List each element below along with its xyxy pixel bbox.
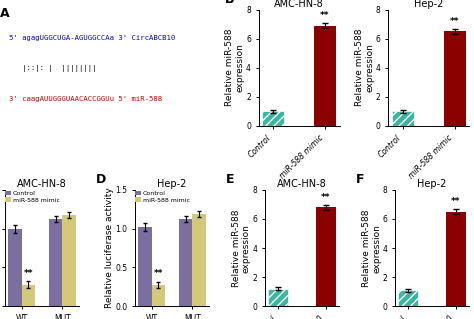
Y-axis label: Relative miR-588
expression: Relative miR-588 expression	[362, 209, 381, 287]
Bar	[314, 26, 336, 126]
Bar	[446, 212, 466, 306]
Text: **: **	[450, 17, 459, 26]
Y-axis label: Relative miR-588
expression: Relative miR-588 expression	[355, 29, 374, 107]
Text: **: **	[321, 193, 330, 202]
Bar	[392, 111, 414, 126]
Text: D: D	[96, 173, 106, 186]
Title: Hep-2: Hep-2	[418, 179, 447, 189]
Text: |::|: |  ||||||||: |::|: | ||||||||	[9, 65, 97, 72]
Bar	[152, 285, 165, 306]
Bar	[179, 219, 192, 306]
Text: **: **	[24, 269, 33, 278]
Bar	[444, 31, 465, 126]
Text: 3' caagAUUGGGUAACACCGGUu 5' miR-588: 3' caagAUUGGGUAACACCGGUu 5' miR-588	[9, 96, 163, 102]
Y-axis label: Relative luciferase activity: Relative luciferase activity	[105, 188, 114, 308]
Title: Hep-2: Hep-2	[414, 0, 444, 9]
Bar	[192, 214, 206, 306]
Text: F: F	[356, 173, 365, 186]
Title: Hep-2: Hep-2	[157, 179, 187, 189]
Bar	[398, 290, 418, 306]
Bar	[138, 227, 152, 306]
Text: A: A	[0, 7, 10, 20]
Y-axis label: Relative miR-588
expression: Relative miR-588 expression	[225, 29, 245, 107]
Title: AMC-HN-8: AMC-HN-8	[274, 0, 324, 9]
Text: E: E	[226, 173, 235, 186]
Title: AMC-HN-8: AMC-HN-8	[277, 179, 327, 189]
Text: **: **	[154, 269, 163, 278]
Y-axis label: Relative miR-588
expression: Relative miR-588 expression	[232, 209, 251, 287]
Bar	[49, 219, 62, 306]
Title: AMC-HN-8: AMC-HN-8	[17, 179, 67, 189]
Legend: Control, miR-588 mimic: Control, miR-588 mimic	[136, 190, 190, 203]
Bar	[268, 289, 288, 306]
Legend: Control, miR-588 mimic: Control, miR-588 mimic	[5, 190, 60, 203]
Bar	[262, 111, 284, 126]
Text: 5' agagUGGCUGA-AGUGGCCAa 3' CircABCB10: 5' agagUGGCUGA-AGUGGCCAa 3' CircABCB10	[9, 35, 176, 41]
Bar	[8, 229, 21, 306]
Text: B: B	[225, 0, 234, 6]
Text: **: **	[451, 197, 461, 206]
Text: **: **	[320, 11, 330, 20]
Bar	[316, 207, 336, 306]
Bar	[21, 285, 35, 306]
Bar	[62, 215, 76, 306]
